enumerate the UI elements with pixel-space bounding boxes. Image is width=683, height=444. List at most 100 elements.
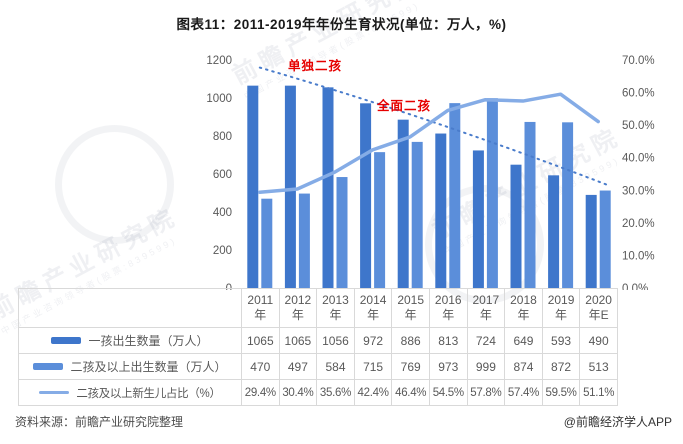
value-cell: 497	[278, 353, 318, 380]
value-cell: 769	[391, 353, 430, 380]
value-cell: 54.5%	[428, 379, 468, 406]
value-cell: 490	[579, 327, 618, 354]
source-note: 资料来源：前瞻产业研究院整理	[15, 415, 184, 429]
right-axis-tick: 20.0%	[622, 218, 655, 230]
legend-label: 二孩及以上出生数量（万人）	[70, 360, 227, 374]
ratio-line	[258, 92, 600, 194]
year-label: 2013 年	[316, 288, 355, 328]
legend-line-swatch	[39, 391, 70, 394]
value-cell: 874	[504, 353, 543, 380]
value-cell: 999	[466, 353, 506, 380]
bar	[298, 193, 310, 288]
bar	[261, 198, 273, 288]
value-cell: 42.4%	[353, 379, 393, 406]
bar	[472, 150, 484, 288]
trend-dotted-line	[258, 66, 608, 186]
bar	[599, 190, 611, 288]
bar	[524, 121, 536, 288]
value-cell: 470	[241, 353, 280, 380]
value-cell: 715	[353, 353, 393, 380]
value-cell: 46.4%	[391, 379, 430, 406]
annotation-quanmian-erhai: 全面二孩	[377, 99, 432, 113]
right-axis-tick: 0.0%	[622, 283, 648, 290]
legend-cell: 一孩出生数量（万人）	[18, 327, 242, 354]
legend-cell: 二孩及以上新生儿占比（%）	[18, 379, 242, 406]
bar	[374, 152, 386, 288]
value-cell: 872	[541, 353, 581, 380]
table-row: 一孩出生数量（万人） 1065 1065 1056 972 886 813 724 649 593…	[18, 327, 618, 354]
year-label: 2019 年	[541, 288, 581, 328]
value-cell: 813	[428, 327, 468, 354]
right-axis-tick: 10.0%	[622, 250, 655, 262]
page-title: 图表11：2011-2019年年份生育状况(单位：万人，%)	[176, 17, 507, 32]
right-axis-tick: 60.0%	[622, 88, 655, 100]
legend-bar-swatch	[33, 363, 64, 370]
left-axis-tick: 200	[213, 245, 232, 257]
bar	[284, 85, 296, 289]
value-cell: 513	[579, 353, 618, 380]
legend-bar-swatch	[51, 337, 82, 344]
annotation-dandu-erhai: 单独二孩	[288, 59, 343, 73]
bar	[360, 103, 372, 288]
bar	[247, 85, 259, 289]
right-axis-tick: 50.0%	[622, 120, 655, 132]
value-cell: 593	[541, 327, 581, 354]
value-cell: 649	[504, 327, 543, 354]
year-header-row: 2011 年 2012 年 2013 年 2014 年 2015 年 2016 年 2017 年 2018 年…	[18, 288, 618, 328]
year-label: 2012 年	[278, 288, 318, 328]
right-axis-tick: 70.0%	[622, 55, 655, 67]
bar	[397, 119, 409, 288]
year-label: 2011 年	[241, 288, 280, 328]
value-cell: 1065	[241, 327, 280, 354]
left-axis-tick: 400	[213, 207, 232, 219]
legend-label: 一孩出生数量（万人）	[88, 334, 209, 348]
bar	[322, 87, 334, 288]
table-row: 二孩及以上新生儿占比（%） 29.4% 30.4% 35.6% 42.4% 46.4% 54…	[18, 379, 618, 406]
year-label: 2014 年	[353, 288, 393, 328]
bar	[411, 141, 423, 288]
year-label: 2016 年	[428, 288, 468, 328]
left-axis-tick: 600	[213, 169, 232, 181]
bar	[435, 133, 447, 288]
year-label: 2015 年	[391, 288, 430, 328]
right-axis-tick: 40.0%	[622, 153, 655, 165]
value-cell: 1056	[316, 327, 355, 354]
value-cell: 886	[391, 327, 430, 354]
left-axis-tick: 800	[213, 131, 232, 143]
bar	[336, 177, 348, 288]
bar	[562, 122, 574, 288]
data-table: 2011 年 2012 年 2013 年 2014 年 2015 年 2016 年 2017 年 2018 年…	[18, 288, 618, 406]
value-cell: 29.4%	[241, 379, 280, 406]
value-cell: 59.5%	[541, 379, 581, 406]
value-cell: 724	[466, 327, 506, 354]
value-cell: 57.4%	[504, 379, 543, 406]
bar	[486, 98, 498, 288]
credit-note: @前瞻经济学人APP	[563, 415, 672, 429]
footer: 资料来源：前瞻产业研究院整理 @前瞻经济学人APP	[15, 413, 672, 430]
table-corner-spacer	[18, 288, 242, 328]
year-label: 2018 年	[504, 288, 543, 328]
year-label: 2020 年E	[579, 288, 618, 328]
legend-label: 二孩及以上新生儿占比（%）	[76, 387, 221, 400]
bars-series-1	[247, 85, 597, 289]
value-cell: 973	[428, 353, 468, 380]
table-row: 二孩及以上出生数量（万人） 470 497 584 715 769 973 999 874 872…	[18, 353, 618, 380]
bars-series-2	[261, 98, 611, 288]
value-cell: 30.4%	[278, 379, 318, 406]
bar	[585, 194, 597, 288]
left-axis-tick: 0	[226, 283, 232, 290]
value-cell: 57.8%	[466, 379, 506, 406]
value-cell: 35.6%	[316, 379, 355, 406]
left-axis-tick: 1000	[206, 93, 232, 105]
value-cell: 51.1%	[579, 379, 618, 406]
year-label: 2017 年	[466, 288, 506, 328]
combo-chart: 0 200 400 600 800 1000 1200 0.0% 10.0% 20.0% 30.0%…	[206, 55, 655, 290]
bar	[548, 175, 560, 288]
value-cell: 584	[316, 353, 355, 380]
value-cell: 1065	[278, 327, 318, 354]
bar	[449, 103, 461, 288]
bar	[510, 164, 522, 288]
right-axis-tick: 30.0%	[622, 185, 655, 197]
legend-cell: 二孩及以上出生数量（万人）	[18, 353, 242, 380]
left-axis-tick: 1200	[206, 55, 232, 67]
